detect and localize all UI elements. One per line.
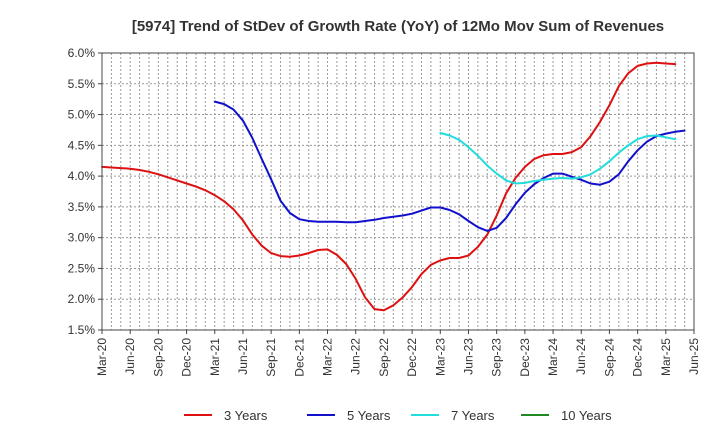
- x-tick-label: Jun-21: [236, 338, 250, 375]
- legend-label: 3 Years: [224, 408, 268, 423]
- y-tick-label: 1.5%: [68, 323, 96, 337]
- x-tick-label: Jun-23: [461, 338, 475, 375]
- y-tick-label: 4.5%: [68, 138, 96, 152]
- legend-label: 7 Years: [451, 408, 495, 423]
- x-tick-label: Dec-23: [518, 338, 532, 377]
- x-tick-label: Mar-20: [95, 338, 109, 376]
- x-tick-label: Mar-23: [433, 338, 447, 376]
- x-tick-label: Sep-24: [602, 338, 616, 377]
- series-line-3-years: [101, 61, 677, 312]
- x-tick-label: Mar-22: [321, 338, 335, 376]
- series-line-5-years: [213, 100, 686, 232]
- x-tick-label: Mar-24: [546, 338, 560, 376]
- x-tick-label: Mar-25: [659, 338, 673, 376]
- y-tick-label: 2.0%: [68, 292, 96, 306]
- x-tick-label: Jun-24: [574, 338, 588, 375]
- y-tick-label: 3.0%: [68, 231, 96, 245]
- x-axis: Mar-20 Jun-20 Sep-20 Dec-20 Mar-21 Jun-21 Sep-…: [95, 330, 701, 377]
- series-line-7-years: [439, 132, 677, 185]
- x-tick-label: Sep-20: [151, 338, 165, 377]
- y-tick-label: 3.5%: [68, 200, 96, 214]
- y-axis: 6.0% 5.5% 5.0% 4.5% 4.0% 3.5% 3.0% 2.5% 2.0% 1.5%: [68, 46, 102, 337]
- y-tick-label: 6.0%: [68, 46, 96, 60]
- x-tick-label: Mar-21: [208, 338, 222, 376]
- y-tick-label: 5.5%: [68, 77, 96, 91]
- x-tick-label: Sep-22: [377, 338, 391, 377]
- plot-area-border: [101, 52, 695, 331]
- x-tick-label: Dec-24: [631, 338, 645, 377]
- legend-label: 10 Years: [561, 408, 612, 423]
- series-lines: [101, 61, 686, 312]
- y-tick-label: 2.5%: [68, 261, 96, 275]
- legend-label: 5 Years: [347, 408, 391, 423]
- x-tick-label: Sep-23: [490, 338, 504, 377]
- x-tick-label: Jun-22: [349, 338, 363, 375]
- x-tick-label: Dec-22: [405, 338, 419, 377]
- x-tick-label: Dec-20: [180, 338, 194, 377]
- x-tick-label: Jun-20: [123, 338, 137, 375]
- y-tick-label: 5.0%: [68, 108, 96, 122]
- x-tick-label: Dec-21: [292, 338, 306, 377]
- x-tick-label: Jun-25: [687, 338, 701, 375]
- legend: 3 Years 5 Years 7 Years 10 Years: [184, 408, 612, 423]
- y-tick-label: 4.0%: [68, 169, 96, 183]
- chart-title: [5974] Trend of StDev of Growth Rate (Yo…: [132, 18, 664, 35]
- x-tick-label: Sep-21: [264, 338, 278, 377]
